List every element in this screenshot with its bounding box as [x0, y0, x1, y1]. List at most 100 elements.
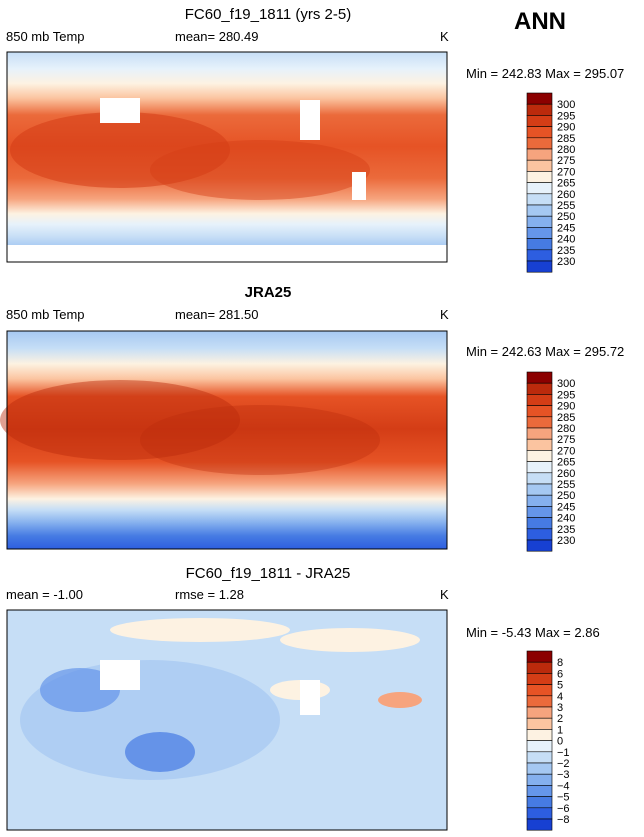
colorbar-tick-label: 295 — [557, 389, 575, 401]
panel-2-colorbar: 3002952902852802752702652602552502452402… — [526, 371, 575, 552]
colorbar-tick-label: 235 — [557, 245, 575, 257]
colorbar-swatch — [526, 729, 553, 741]
colorbar-swatch — [526, 103, 553, 116]
colorbar-tick-label: 285 — [557, 133, 575, 145]
colorbar-swatch — [526, 159, 553, 172]
colorbar-tick-label: 275 — [557, 155, 575, 167]
colorbar-swatch — [526, 215, 553, 228]
colorbar-swatch — [526, 717, 553, 730]
colorbar-swatch — [526, 427, 553, 440]
colorbar-swatch — [526, 260, 553, 273]
panel-1-variable-label: 850 mb Temp — [6, 29, 85, 44]
colorbar-swatch — [526, 148, 553, 161]
colorbar-tick-label: 1 — [557, 724, 563, 736]
colorbar-swatch — [526, 371, 553, 384]
panel-2-title: JRA25 — [244, 284, 292, 301]
panel-2-map — [0, 330, 448, 550]
colorbar-tick-label: 5 — [557, 680, 563, 692]
panel-2-minmax: Min = 242.63 Max = 295.72 — [466, 344, 625, 359]
season-label: ANN — [514, 8, 566, 35]
colorbar-tick-label: 2 — [557, 713, 563, 725]
colorbar-tick-label: 255 — [557, 479, 575, 491]
colorbar-tick-label: 240 — [557, 234, 575, 246]
colorbar-swatch — [526, 438, 553, 451]
colorbar-tick-label: 245 — [557, 222, 575, 234]
panel-1-colorbar: 3002952902852802752702652602552502452402… — [526, 92, 575, 273]
panel-2-variable-label: 850 mb Temp — [6, 307, 85, 322]
colorbar-tick-label: −5 — [557, 792, 570, 804]
colorbar-tick-label: 275 — [557, 434, 575, 446]
colorbar-swatch — [526, 506, 553, 518]
colorbar-tick-label: 290 — [557, 122, 575, 134]
panel-1-minmax: Min = 242.83 Max = 295.07 — [466, 66, 625, 81]
colorbar-tick-label: 230 — [557, 535, 575, 547]
colorbar-tick-label: 4 — [557, 691, 563, 703]
colorbar-tick-label: −1 — [557, 747, 570, 759]
colorbar-swatch — [526, 182, 553, 195]
colorbar-swatch — [526, 171, 553, 183]
colorbar-swatch — [526, 818, 553, 831]
colorbar-swatch — [526, 661, 553, 674]
panel-3-mean-label: mean = -1.00 — [6, 587, 83, 602]
colorbar-swatch — [526, 461, 553, 474]
colorbar-swatch — [526, 483, 553, 496]
colorbar-tick-label: 240 — [557, 513, 575, 525]
colorbar-swatch — [526, 92, 553, 105]
colorbar-swatch — [526, 751, 553, 764]
colorbar-tick-label: −6 — [557, 803, 570, 815]
panel-2-unit: K — [440, 307, 449, 322]
colorbar-tick-label: 265 — [557, 457, 575, 469]
colorbar-swatch — [526, 695, 553, 708]
colorbar-swatch — [526, 706, 553, 719]
colorbar-swatch — [526, 416, 553, 429]
colorbar-tick-label: 255 — [557, 200, 575, 212]
colorbar-tick-label: 300 — [557, 99, 575, 111]
colorbar-swatch — [526, 204, 553, 217]
panel-2-mean-label: mean= 281.50 — [175, 307, 259, 322]
colorbar-swatch — [526, 450, 553, 462]
panel-1-unit: K — [440, 29, 449, 44]
colorbar-swatch — [526, 227, 553, 239]
colorbar-swatch — [526, 773, 553, 786]
colorbar-tick-label: 0 — [557, 736, 563, 748]
colorbar-swatch — [526, 539, 553, 552]
colorbar-tick-label: 280 — [557, 144, 575, 156]
colorbar-swatch — [526, 762, 553, 775]
colorbar-tick-label: 3 — [557, 702, 563, 714]
colorbar-swatch — [526, 528, 553, 541]
colorbar-swatch — [526, 394, 553, 406]
panel-1-title: FC60_f19_1811 (yrs 2-5) — [184, 6, 352, 23]
colorbar-swatch — [526, 494, 553, 507]
panel-1-map — [6, 51, 448, 263]
colorbar-tick-label: 250 — [557, 211, 575, 223]
colorbar-swatch — [526, 115, 553, 127]
colorbar-tick-label: 290 — [557, 401, 575, 413]
colorbar-swatch — [526, 517, 553, 530]
colorbar-tick-label: 270 — [557, 166, 575, 178]
panel-3-rmse-label: rmse = 1.28 — [175, 587, 245, 602]
colorbar-tick-label: 295 — [557, 110, 575, 122]
colorbar-tick-label: −2 — [557, 758, 570, 770]
colorbar-tick-label: −8 — [557, 814, 570, 826]
colorbar-swatch — [526, 740, 553, 753]
colorbar-swatch — [526, 193, 553, 206]
colorbar-tick-label: 6 — [557, 668, 563, 680]
colorbar-swatch — [526, 684, 553, 697]
colorbar-swatch — [526, 673, 553, 685]
panel-3-unit: K — [440, 587, 449, 602]
colorbar-tick-label: 300 — [557, 378, 575, 390]
colorbar-swatch — [526, 382, 553, 395]
colorbar-swatch — [526, 650, 553, 663]
colorbar-tick-label: 270 — [557, 445, 575, 457]
colorbar-tick-label: −4 — [557, 780, 570, 792]
colorbar-swatch — [526, 785, 553, 797]
colorbar-swatch — [526, 472, 553, 485]
panel-3-map — [6, 609, 448, 831]
panel-3-minmax: Min = -5.43 Max = 2.86 — [466, 625, 600, 640]
colorbar-swatch — [526, 249, 553, 262]
colorbar-tick-label: 245 — [557, 501, 575, 513]
colorbar-swatch — [526, 405, 553, 418]
panel-3-title: FC60_f19_1811 - JRA25 — [185, 565, 351, 582]
panel-1-mean-label: mean= 280.49 — [175, 29, 259, 44]
